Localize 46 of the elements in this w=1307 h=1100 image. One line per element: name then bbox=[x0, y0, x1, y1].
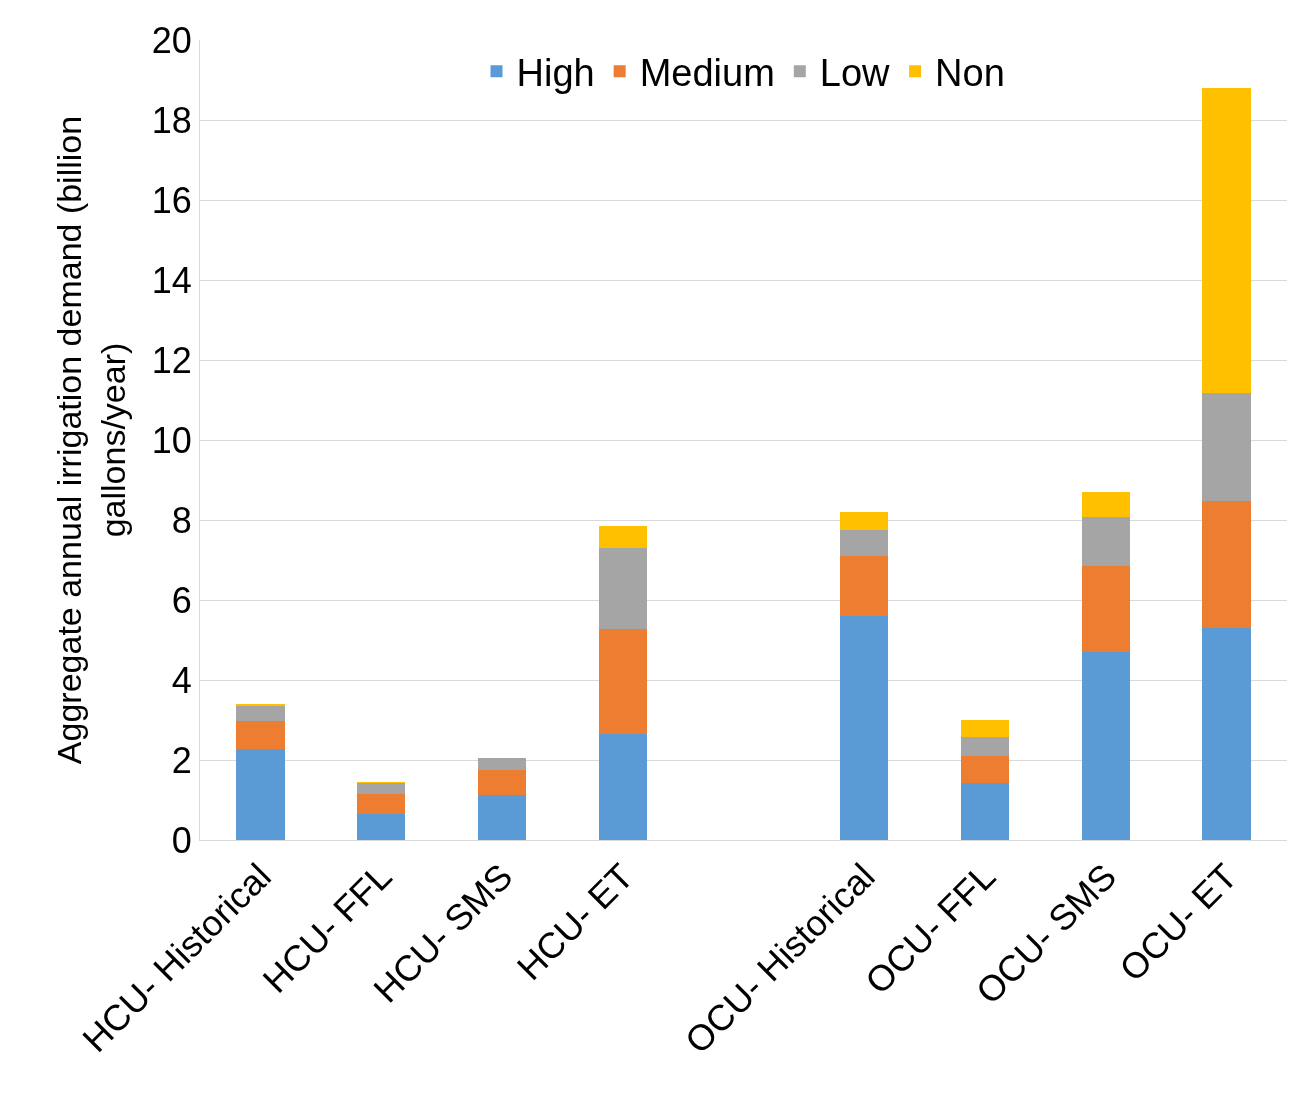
bar bbox=[1081, 566, 1130, 653]
bar bbox=[960, 755, 1010, 783]
y-tick-label: 8 bbox=[171, 499, 192, 541]
bar bbox=[1202, 500, 1251, 628]
y-tick-label: 10 bbox=[151, 419, 192, 461]
bar bbox=[1081, 652, 1130, 840]
bar bbox=[598, 734, 647, 840]
legend-label: High bbox=[516, 52, 595, 95]
bar bbox=[236, 720, 285, 750]
legend-label: Low bbox=[819, 52, 891, 95]
bar bbox=[236, 706, 285, 721]
bar bbox=[960, 737, 1010, 756]
bar bbox=[477, 769, 527, 796]
bar bbox=[840, 512, 889, 530]
legend-label: Medium bbox=[639, 52, 775, 95]
y-tick-label: 0 bbox=[171, 819, 192, 861]
bar bbox=[357, 814, 406, 840]
y-tick-label: 4 bbox=[171, 659, 192, 701]
bar bbox=[236, 704, 285, 707]
bar bbox=[1202, 88, 1251, 393]
bar bbox=[236, 749, 285, 840]
bar bbox=[598, 629, 647, 734]
y-tick-label: 16 bbox=[151, 179, 192, 221]
y-axis-title: Aggregate annual irrigation demand (billion gallons/year) bbox=[50, 115, 133, 765]
legend-label: Non bbox=[935, 52, 1005, 95]
y-tick-label: 2 bbox=[171, 739, 192, 781]
bar bbox=[960, 719, 1010, 738]
y-tick-label: 6 bbox=[171, 579, 192, 621]
bar bbox=[357, 794, 406, 815]
bar bbox=[598, 526, 647, 548]
bar bbox=[840, 530, 889, 556]
bar bbox=[840, 555, 889, 616]
bar bbox=[477, 757, 527, 770]
bar bbox=[357, 782, 406, 794]
y-tick-label: 12 bbox=[151, 339, 192, 381]
bar bbox=[1081, 516, 1130, 566]
y-tick-label: 18 bbox=[151, 99, 192, 141]
bar bbox=[1081, 491, 1130, 517]
y-tick-label: 20 bbox=[151, 19, 192, 61]
bar bbox=[1202, 628, 1251, 840]
bar bbox=[477, 795, 527, 840]
bar bbox=[598, 547, 647, 630]
bar bbox=[1202, 392, 1251, 501]
bar bbox=[840, 615, 889, 840]
y-tick-label: 14 bbox=[151, 259, 192, 301]
bar bbox=[960, 782, 1010, 840]
